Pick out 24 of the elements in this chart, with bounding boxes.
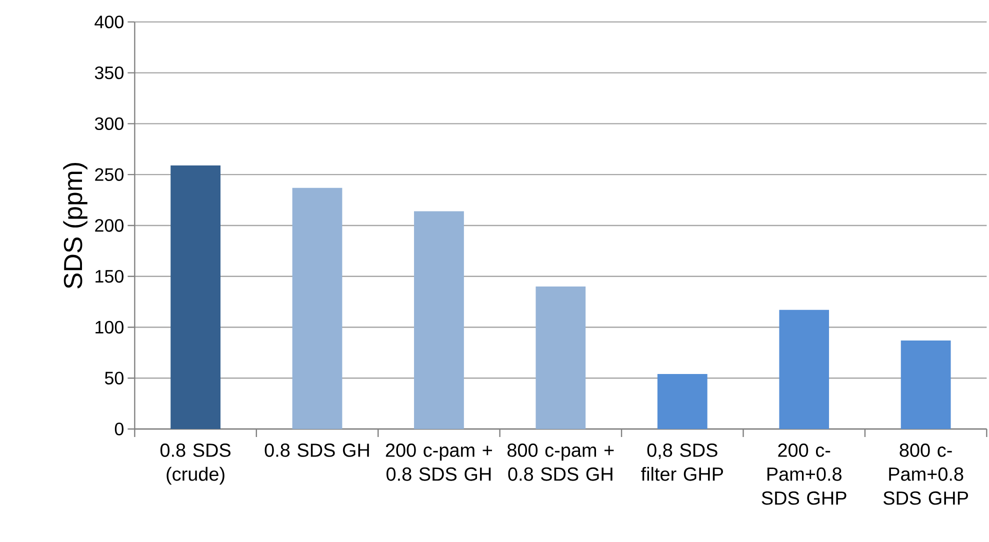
x-tick-label: 200 c-pam + 0.8 SDS GH xyxy=(386,444,492,481)
y-tick-label: 300 xyxy=(94,117,124,130)
bar xyxy=(657,374,708,430)
x-tick-label: 0,8 SDS filter GHP xyxy=(641,444,723,481)
x-tick-label: 0.8 SDS GH xyxy=(264,444,369,458)
y-tick-label: 350 xyxy=(94,66,124,80)
x-tick-label: 200 c-Pam+0.8 SDS GHP xyxy=(762,444,846,505)
x-tick-label: 800 c-pam + 0.8 SDS GH xyxy=(508,444,614,481)
y-tick-label: 0 xyxy=(114,422,124,436)
bar xyxy=(414,211,464,430)
bar xyxy=(292,188,342,430)
y-tick-label: 400 xyxy=(94,16,124,28)
y-tick-label: 150 xyxy=(96,270,124,283)
y-axis-title: SDS (ppm) xyxy=(63,163,88,289)
y-tick-label: 100 xyxy=(96,321,124,334)
y-tick-label: 250 xyxy=(95,168,124,182)
x-tick-label: 0.8 SDS (crude) xyxy=(160,444,230,485)
bar xyxy=(536,286,586,430)
x-tick-label: 800 c-Pam+0.8 SDS GHP xyxy=(883,444,968,505)
y-tick-label: 50 xyxy=(104,372,124,385)
bar xyxy=(779,310,830,430)
y-tick-label: 200 xyxy=(95,219,124,232)
bar xyxy=(170,166,220,430)
bar xyxy=(900,340,951,430)
